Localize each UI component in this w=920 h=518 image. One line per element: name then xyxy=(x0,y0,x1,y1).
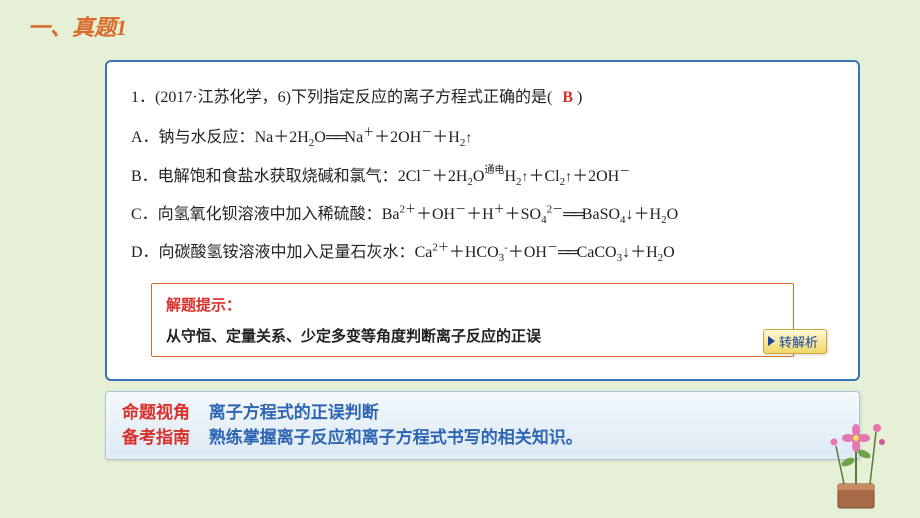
stem-suffix: ) xyxy=(577,89,582,106)
option-a-label: A．钠与水反应： xyxy=(131,129,255,146)
row2-label: 备考指南 xyxy=(122,428,190,447)
page-header: 一、真题1 xyxy=(0,0,920,42)
row1-text: 离子方程式的正误判断 xyxy=(209,403,379,422)
summary-row-1: 命题视角 离子方程式的正误判断 xyxy=(122,400,843,426)
answer-letter: B xyxy=(562,89,573,106)
row2-text: 熟练掌握离子反应和离子方程式书写的相关知识。 xyxy=(209,428,583,447)
option-a: A．钠与水反应：Na＋2H2O══Na＋＋2OH－＋H2↑ xyxy=(131,119,834,157)
analysis-button-label: 转解析 xyxy=(779,332,818,351)
option-c-formula: Ba2＋＋OH－＋H＋＋SO42－══BaSO4↓＋H2O xyxy=(382,206,678,223)
row1-label: 命题视角 xyxy=(122,403,190,422)
option-d-formula: Ca2＋＋HCO3-＋OH－══CaCO3↓＋H2O xyxy=(415,244,675,261)
goto-analysis-button[interactable]: 转解析 xyxy=(763,329,827,354)
summary-row-2: 备考指南 熟练掌握离子反应和离子方程式书写的相关知识。 xyxy=(122,425,843,451)
summary-panel: 命题视角 离子方程式的正误判断 备考指南 熟练掌握离子反应和离子方程式书写的相关… xyxy=(105,391,860,460)
hint-body: 从守恒、定量关系、少定多变等角度判断离子反应的正误 xyxy=(166,325,779,346)
flower-decoration-icon xyxy=(810,402,910,512)
header-title: 一、真题1 xyxy=(28,15,127,40)
stem-prefix: 1．(2017·江苏化学，6)下列指定反应的离子方程式正确的是( xyxy=(131,89,552,106)
option-b: B．电解饱和食盐水获取烧碱和氯气：2Cl－＋2H2O通电H2↑＋Cl2↑＋2OH… xyxy=(131,158,834,196)
option-c: C．向氢氧化钡溶液中加入稀硫酸：Ba2＋＋OH－＋H＋＋SO42－══BaSO4… xyxy=(131,196,834,234)
option-b-formula: 2Cl－＋2H2O通电H2↑＋Cl2↑＋2OH－ xyxy=(398,168,631,185)
option-d: D．向碳酸氢铵溶液中加入足量石灰水：Ca2＋＋HCO3-＋OH－══CaCO3↓… xyxy=(131,234,834,272)
question-panel: 1．(2017·江苏化学，6)下列指定反应的离子方程式正确的是( B ) A．钠… xyxy=(105,60,860,381)
option-c-label: C．向氢氧化钡溶液中加入稀硫酸： xyxy=(131,206,382,223)
hint-title: 解题提示： xyxy=(166,294,779,315)
option-a-formula: Na＋2H2O══Na＋＋2OH－＋H2↑ xyxy=(255,129,473,146)
option-b-label: B．电解饱和食盐水获取烧碱和氯气： xyxy=(131,168,398,185)
hint-box: 解题提示： 从守恒、定量关系、少定多变等角度判断离子反应的正误 转解析 xyxy=(151,283,794,357)
option-d-label: D．向碳酸氢铵溶液中加入足量石灰水： xyxy=(131,244,415,261)
question-stem: 1．(2017·江苏化学，6)下列指定反应的离子方程式正确的是( B ) xyxy=(131,80,834,115)
play-icon xyxy=(768,336,775,346)
